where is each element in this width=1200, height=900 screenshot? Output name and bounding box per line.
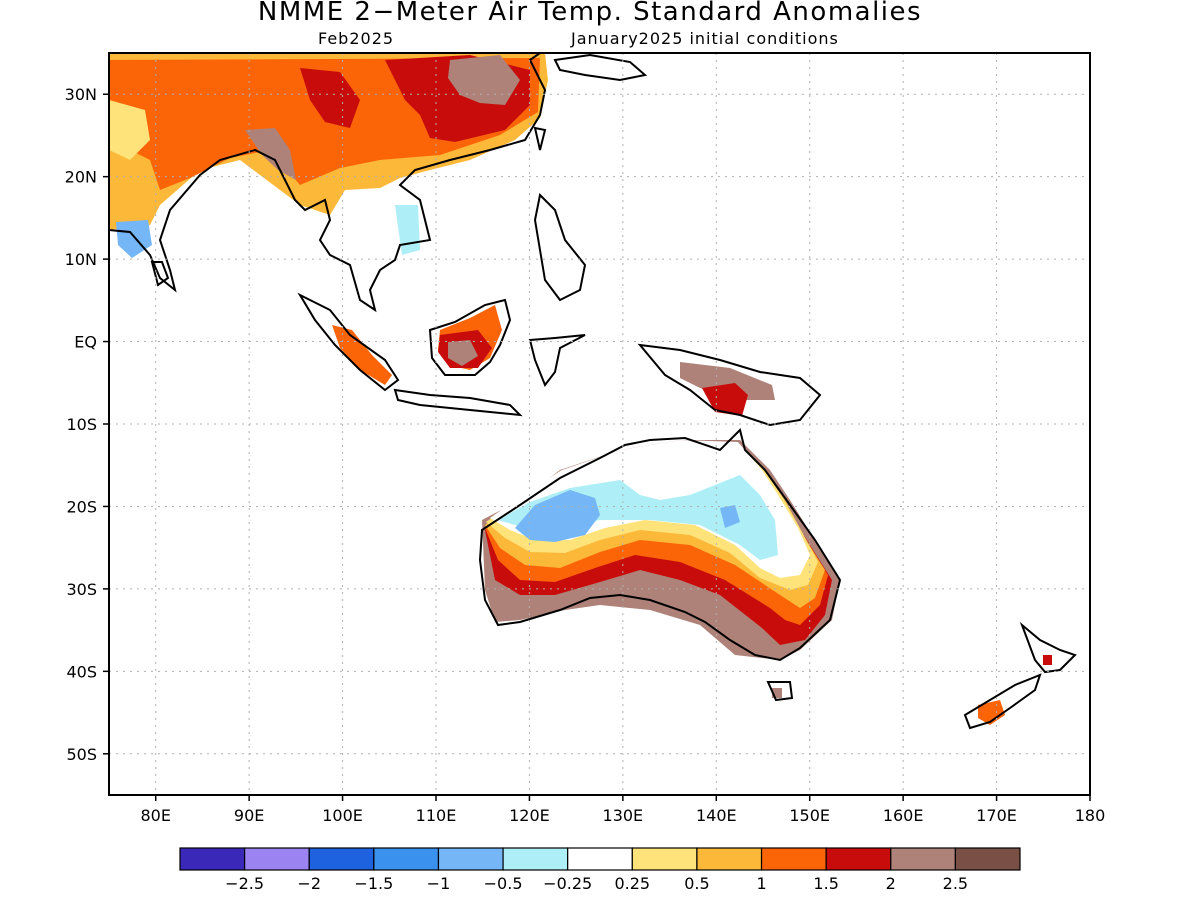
legend-label: −1 [427, 874, 451, 893]
lon-tick-label: 80E [140, 806, 170, 825]
india-light-field [109, 100, 150, 160]
legend-swatch [760, 847, 827, 871]
lat-tick-label: 30S [66, 580, 97, 599]
lon-tick-label: 130E [603, 806, 644, 825]
coastline-newzealand-south [963, 673, 1042, 730]
initial-conditions: January2025 initial conditions [571, 29, 839, 48]
legend-label: −1.5 [354, 874, 393, 893]
legend-label: 1 [756, 874, 766, 893]
lon-tick-label: 170E [976, 806, 1017, 825]
india-cool-field [116, 220, 152, 258]
newguinea-brown-field [680, 362, 775, 400]
color-legend-labels: −2.5 −2 −1.5 −1 −0.5 −0.25 0.25 0.5 1 1.5 2 2.5 [225, 874, 968, 893]
legend-swatch [890, 847, 956, 871]
lat-tick-label: 20N [65, 168, 97, 187]
legend-swatch [308, 847, 375, 871]
legend-swatch [502, 847, 569, 871]
legend-swatch [567, 847, 633, 871]
borneo-brown-field [448, 340, 478, 366]
lon-tick-label: 150E [789, 806, 830, 825]
legend-swatch [244, 847, 310, 871]
coastline-taiwan [533, 126, 547, 151]
latitude-labels: 30N 20N 10N EQ 10S 20S 30S 40S 50S [65, 85, 109, 764]
lon-tick-label: 120E [509, 806, 550, 825]
gridlines [109, 53, 1090, 795]
coastline-java [393, 388, 523, 417]
lat-tick-label: 30N [65, 85, 97, 104]
sumatra-warm-field [332, 325, 392, 385]
lon-tick-label: 100E [322, 806, 363, 825]
newzealand-red-field [1043, 655, 1052, 665]
legend-label: −0.25 [543, 874, 592, 893]
lat-tick-label: 20S [66, 497, 97, 516]
legend-label: 2 [886, 874, 896, 893]
australia-blue-field-2 [720, 505, 740, 528]
map-title: NMME 2−Meter Air Temp. Standard Anomalie… [257, 0, 923, 27]
legend-label: −2 [297, 874, 321, 893]
legend-label: −2.5 [225, 874, 264, 893]
coastline-tasmania [766, 681, 794, 702]
lon-tick-label: 140E [696, 806, 737, 825]
coastline-sumatra [297, 292, 400, 392]
legend-swatch [696, 847, 763, 871]
anomaly-fields [109, 53, 1052, 725]
legend-swatch [179, 847, 246, 871]
legend-label: 0.5 [684, 874, 709, 893]
coastline-asia [109, 53, 547, 313]
himalaya-brown-field [245, 128, 296, 180]
color-legend [179, 847, 1021, 871]
legend-swatch [631, 847, 698, 871]
lat-tick-label: EQ [74, 333, 97, 352]
legend-label: −0.5 [484, 874, 523, 893]
coastlines [109, 53, 1077, 730]
legend-swatch [954, 847, 1021, 871]
australia-blue-field [515, 490, 600, 542]
legend-label: 2.5 [943, 874, 968, 893]
coastline-philippines [533, 192, 587, 302]
legend-swatch [825, 847, 892, 871]
coastline-australia [478, 428, 842, 662]
lat-tick-label: 40S [66, 662, 97, 681]
lon-tick-label: 180 [1075, 806, 1106, 825]
legend-label: 1.5 [813, 874, 838, 893]
china-brown-field [448, 55, 520, 105]
coastline-newzealand-north [1019, 621, 1077, 674]
asia-red-field-2 [300, 68, 360, 128]
legend-swatch [373, 847, 440, 871]
longitude-labels: 80E 90E 100E 110E 120E 130E 140E 150E 160E 170E 18… [140, 795, 1105, 825]
lat-tick-label: 10S [66, 415, 97, 434]
coastline-sulawesi [528, 334, 586, 388]
lon-tick-label: 90E [234, 806, 264, 825]
forecast-month: Feb2025 [318, 29, 395, 48]
newzealand-warm-field [978, 700, 1005, 725]
legend-label: 0.25 [614, 874, 650, 893]
lon-tick-label: 110E [416, 806, 457, 825]
lat-tick-label: 10N [65, 250, 97, 269]
coastline-japan [553, 53, 648, 82]
legend-swatch [437, 847, 504, 871]
coastline-borneo [428, 298, 512, 376]
coastline-newguinea [637, 343, 822, 427]
lon-tick-label: 160E [883, 806, 924, 825]
lat-tick-label: 50S [66, 745, 97, 764]
